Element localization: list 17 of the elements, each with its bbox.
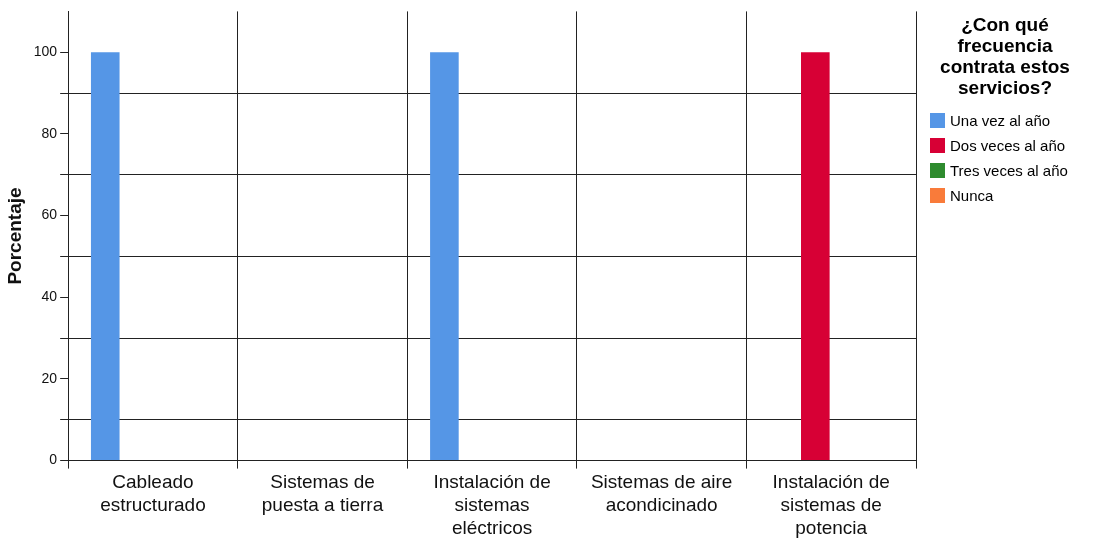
y-tick-label: 60 bbox=[41, 206, 58, 223]
legend-label: Una vez al año bbox=[950, 112, 1051, 129]
x-tick-label: Instalación de sistemas de potencia bbox=[772, 471, 890, 538]
x-tick-label: Cableado estructurado bbox=[100, 471, 206, 516]
y-tick-label: 20 bbox=[41, 369, 58, 386]
y-tick-label: 0 bbox=[49, 451, 58, 468]
y-tick-label: 80 bbox=[41, 124, 58, 141]
x-tick-label: Sistemas de puesta a tierra bbox=[261, 471, 384, 516]
x-tick-label: Instalación de sistemas eléctricos bbox=[433, 471, 551, 538]
y-tick-label: 40 bbox=[41, 288, 58, 305]
legend-label: Dos veces al año bbox=[950, 137, 1066, 154]
y-axis-title: Porcentaje bbox=[3, 187, 25, 285]
y-tick-label: 100 bbox=[33, 43, 58, 60]
legend-label: Nunca bbox=[950, 187, 994, 204]
legend-title: ¿Con qué frecuencia contrata estos servicios? bbox=[939, 14, 1071, 98]
legend-label: Tres veces al año bbox=[950, 162, 1068, 179]
x-tick-label: Sistemas de aire acondicinado bbox=[590, 471, 733, 516]
